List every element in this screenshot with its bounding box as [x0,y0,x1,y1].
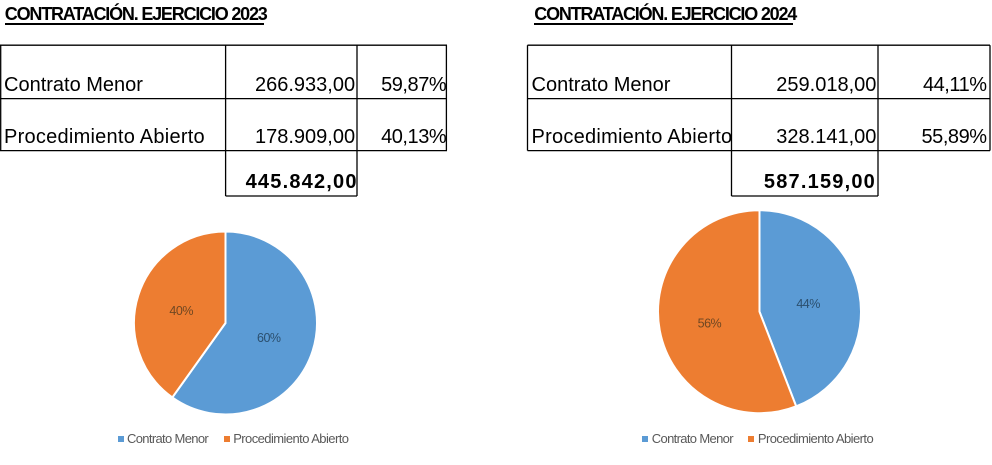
svg-text:60%: 60% [257,331,281,345]
svg-text:44%: 44% [796,297,820,311]
svg-text:56%: 56% [698,317,722,331]
svg-text:40%: 40% [169,304,193,318]
